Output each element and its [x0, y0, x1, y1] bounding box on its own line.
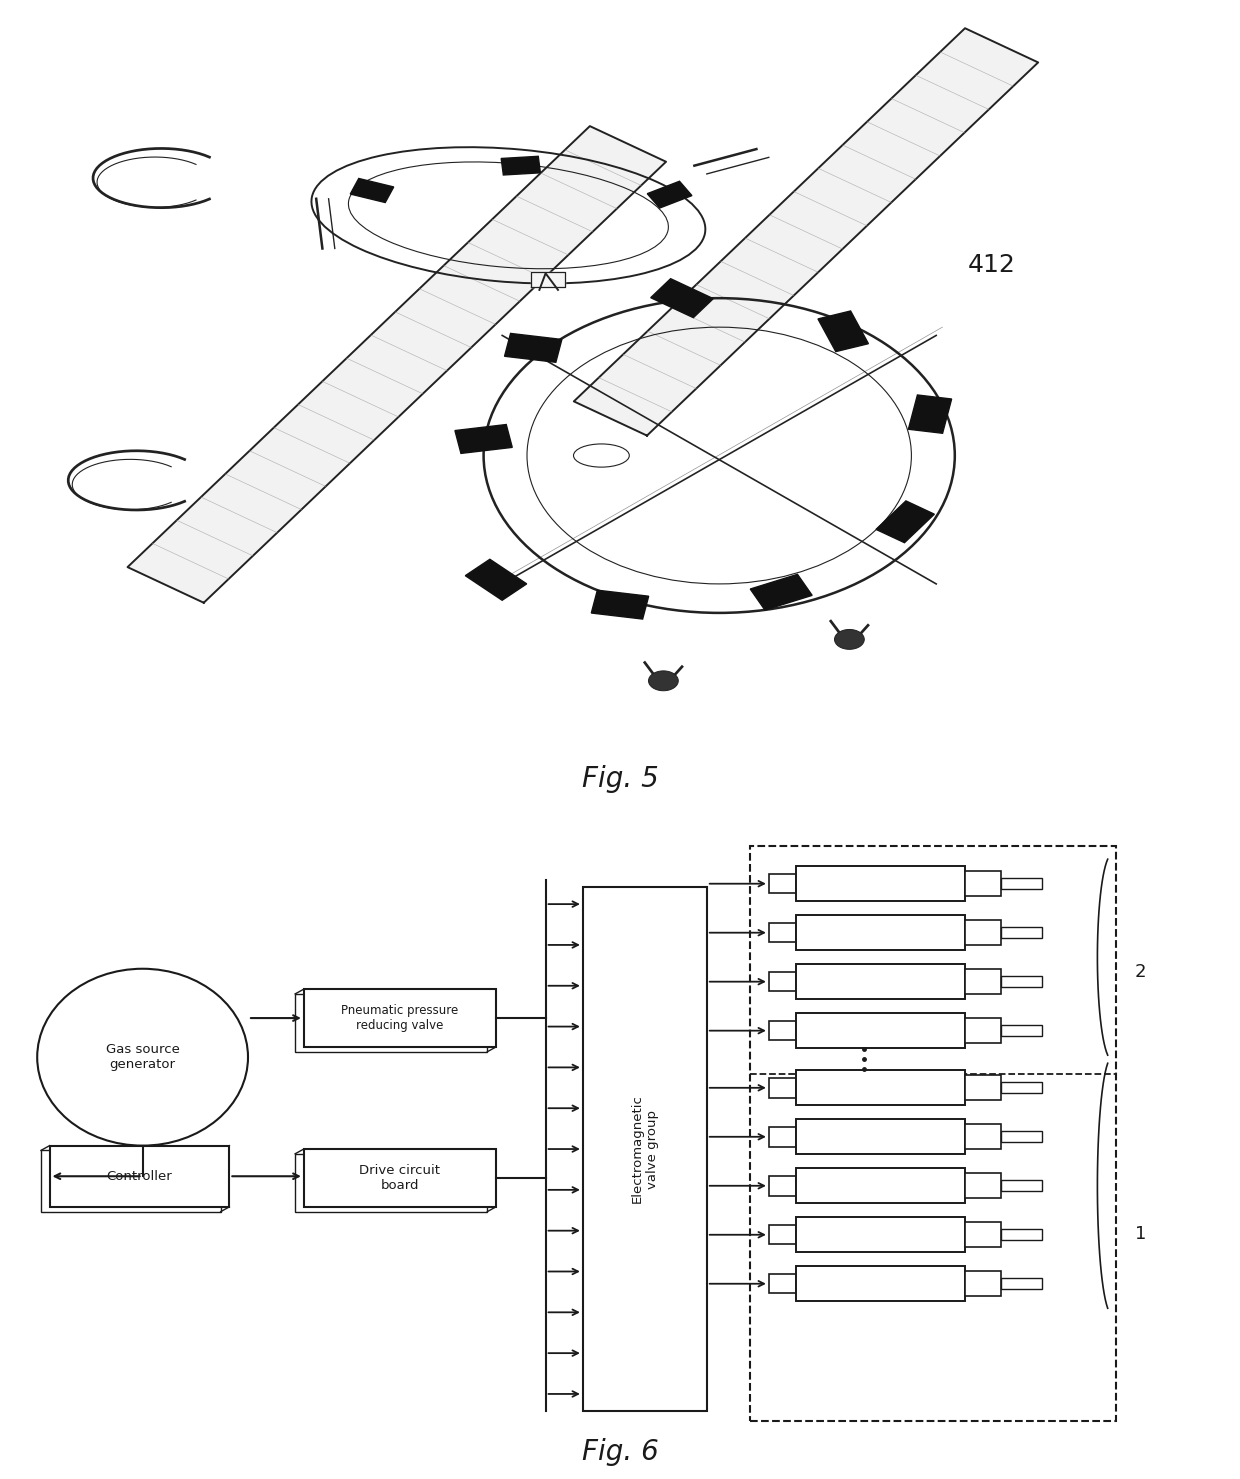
Polygon shape	[465, 559, 527, 600]
Bar	[796, 1120, 965, 1155]
Bar	[796, 916, 965, 951]
Polygon shape	[505, 333, 562, 362]
Bar	[965, 1075, 1001, 1100]
Text: 2: 2	[1135, 963, 1146, 981]
Polygon shape	[875, 501, 935, 543]
Bar	[1001, 1180, 1042, 1192]
Circle shape	[649, 671, 678, 691]
Text: 412: 412	[968, 253, 1016, 277]
Polygon shape	[750, 574, 812, 609]
Bar	[965, 1018, 1001, 1043]
Polygon shape	[909, 395, 951, 433]
Polygon shape	[647, 182, 692, 209]
FancyBboxPatch shape	[304, 1149, 496, 1207]
Bar	[750, 846, 1116, 1421]
Bar	[1001, 1229, 1042, 1241]
Bar	[965, 871, 1001, 896]
Bar	[796, 867, 965, 901]
Polygon shape	[574, 28, 1038, 436]
Ellipse shape	[37, 969, 248, 1146]
Text: 1: 1	[1135, 1225, 1146, 1242]
Bar	[965, 1272, 1001, 1296]
Bar	[796, 964, 965, 1000]
Bar	[769, 1176, 796, 1195]
Bar	[965, 969, 1001, 994]
Bar	[769, 923, 796, 942]
FancyBboxPatch shape	[583, 887, 707, 1411]
Text: Fig. 6: Fig. 6	[582, 1438, 658, 1466]
Polygon shape	[350, 179, 394, 203]
Bar	[1001, 1131, 1042, 1142]
Polygon shape	[651, 278, 713, 318]
Bar	[796, 1266, 965, 1302]
Bar	[769, 1273, 796, 1294]
Bar	[1001, 1025, 1042, 1037]
Bar	[769, 972, 796, 991]
Bar	[965, 1173, 1001, 1198]
Bar	[769, 874, 796, 893]
Polygon shape	[128, 126, 666, 603]
Bar	[769, 1225, 796, 1244]
Polygon shape	[455, 424, 512, 454]
Text: Gas source
generator: Gas source generator	[105, 1043, 180, 1071]
Bar	[965, 1124, 1001, 1149]
Polygon shape	[531, 272, 565, 287]
Bar	[1001, 927, 1042, 938]
Text: Drive circuit
board: Drive circuit board	[360, 1164, 440, 1192]
Text: Fig. 5: Fig. 5	[582, 765, 658, 793]
Polygon shape	[501, 157, 541, 175]
Bar	[1001, 1083, 1042, 1093]
FancyBboxPatch shape	[304, 989, 496, 1047]
Bar	[965, 1222, 1001, 1247]
Bar	[769, 1078, 796, 1097]
Bar	[965, 920, 1001, 945]
Circle shape	[835, 630, 864, 649]
Bar	[769, 1127, 796, 1146]
Bar	[796, 1013, 965, 1049]
FancyBboxPatch shape	[295, 994, 487, 1052]
FancyBboxPatch shape	[50, 1146, 229, 1207]
Text: Pneumatic pressure
reducing valve: Pneumatic pressure reducing valve	[341, 1004, 459, 1032]
FancyBboxPatch shape	[295, 1154, 487, 1211]
Bar	[1001, 879, 1042, 889]
Bar	[1001, 1278, 1042, 1290]
Bar	[796, 1217, 965, 1253]
Bar	[769, 1021, 796, 1040]
Polygon shape	[818, 311, 868, 352]
Bar	[1001, 976, 1042, 988]
Text: Controller: Controller	[107, 1170, 172, 1183]
Polygon shape	[591, 590, 649, 620]
Bar	[796, 1168, 965, 1204]
FancyBboxPatch shape	[41, 1151, 221, 1211]
Bar	[796, 1071, 965, 1105]
Text: Electromagnetic
valve group: Electromagnetic valve group	[631, 1094, 658, 1204]
